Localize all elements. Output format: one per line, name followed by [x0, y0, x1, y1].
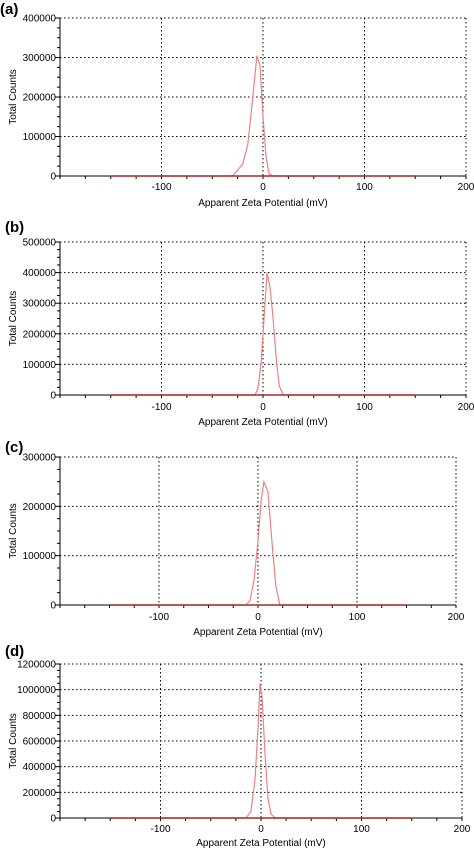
panel-label: (c) — [5, 439, 23, 456]
x-tick-label: -100 — [150, 824, 170, 835]
x-tick-label: 200 — [458, 182, 474, 193]
y-tick-label: 100000 — [23, 360, 57, 371]
y-tick-label: 0 — [50, 601, 56, 612]
x-tick-label: 0 — [255, 612, 261, 623]
series-line — [110, 683, 412, 819]
y-tick-label: 600000 — [23, 737, 57, 748]
x-tick-label: 200 — [454, 824, 471, 835]
y-axis-label: Total Counts — [8, 291, 19, 347]
y-tick-label: 0 — [50, 391, 56, 402]
y-tick-label: 1200000 — [17, 660, 56, 671]
x-tick-label: -100 — [149, 612, 169, 623]
x-tick-label: -100 — [151, 182, 171, 193]
y-tick-label: 400000 — [23, 268, 57, 279]
x-tick-label: 0 — [260, 182, 266, 193]
series-line — [110, 55, 416, 177]
y-tick-label: 200000 — [23, 788, 57, 799]
y-tick-label: 100000 — [23, 551, 57, 562]
y-axis-label: Total Counts — [8, 503, 19, 559]
chart-panel-4: (d) 0 200000 400000 600000 800000 1000000 12000… — [5, 643, 471, 849]
y-tick-label: 200000 — [23, 93, 57, 104]
panel-label: (b) — [5, 219, 24, 236]
x-tick-label: 100 — [356, 182, 373, 193]
y-tick-label: 300000 — [23, 453, 57, 464]
y-tick-label: 300000 — [23, 299, 57, 310]
chart-panel-2: (b) 0 100000 200000 300000 400000 500000 -100 0 1… — [5, 219, 474, 428]
y-tick-label: 300000 — [23, 53, 57, 64]
y-tick-label: 200000 — [23, 502, 57, 513]
x-axis-label: Apparent Zeta Potential (mV) — [198, 198, 328, 209]
x-tick-label: 200 — [458, 402, 474, 413]
series-line — [109, 479, 407, 606]
x-tick-label: -100 — [151, 402, 171, 413]
panel-label: (d) — [5, 643, 24, 660]
y-tick-label: 1000000 — [17, 685, 56, 696]
y-tick-label: 400000 — [23, 14, 57, 25]
y-tick-label: 0 — [50, 172, 56, 183]
x-tick-label: 0 — [260, 402, 266, 413]
x-axis-label: Apparent Zeta Potential (mV) — [198, 417, 328, 428]
y-tick-label: 800000 — [23, 711, 57, 722]
chart-panel-1: (a) 0 100000 200000 300000 400000 -100 0 100 200 A… — [0, 1, 474, 209]
x-axis-label: Apparent Zeta Potential (mV) — [196, 838, 326, 849]
y-tick-label: 400000 — [23, 762, 57, 773]
x-tick-label: 0 — [258, 824, 264, 835]
y-axis-label: Total Counts — [8, 713, 19, 769]
series-line — [110, 272, 416, 396]
panel-label: (a) — [0, 1, 18, 18]
y-axis-label: Total Counts — [8, 69, 19, 125]
x-tick-label: 100 — [356, 402, 373, 413]
y-tick-label: 200000 — [23, 329, 57, 340]
y-tick-label: 0 — [50, 814, 56, 825]
x-tick-label: 100 — [349, 612, 366, 623]
x-tick-label: 200 — [448, 612, 465, 623]
x-axis-label: Apparent Zeta Potential (mV) — [193, 627, 323, 638]
y-tick-label: 100000 — [23, 132, 57, 143]
chart-panel-3: (c) 0 100000 200000 300000 -100 0 100 200 Apparen… — [5, 439, 465, 638]
y-tick-label: 500000 — [23, 238, 57, 249]
x-tick-label: 100 — [353, 824, 370, 835]
